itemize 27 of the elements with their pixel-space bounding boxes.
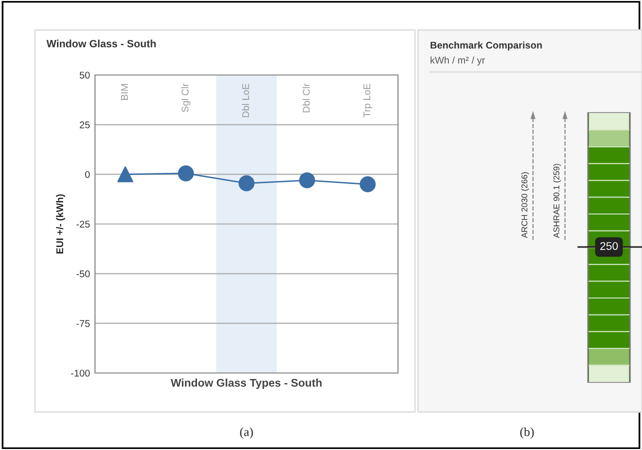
chart-title: Window Glass - South — [46, 40, 156, 48]
x-tick-label: BIM — [121, 84, 128, 100]
x-tick-label: Dbl LoE — [242, 84, 250, 118]
y-tick-label: 0 — [85, 171, 90, 178]
text: (b) — [520, 427, 534, 439]
point — [360, 176, 376, 192]
point — [117, 166, 134, 182]
y-tick-label: -25 — [76, 220, 90, 228]
point — [238, 175, 254, 192]
y-tick-label: 25 — [80, 121, 90, 128]
x-axis-title: Window Glass Types - South — [170, 378, 322, 389]
text: ARCH 2030 (266) — [521, 172, 529, 238]
text: ASHRAE 90.1 (259) — [553, 164, 561, 238]
x-tick-label: Dbl Clr — [302, 83, 310, 112]
point — [299, 172, 316, 188]
y-tick-label: -100 — [71, 370, 90, 377]
text: Benchmark Comparison — [430, 41, 542, 51]
y-tick-label: -75 — [76, 320, 90, 327]
point — [178, 165, 194, 182]
x-tick-label: Trp LoE — [364, 84, 372, 118]
y-tick-label: 50 — [80, 72, 90, 79]
text: kWh / m² / yr — [430, 56, 485, 66]
text: (a) — [240, 427, 253, 439]
x-tick-label: Sgl Clr — [181, 83, 190, 112]
y-axis-title: EUI +/- (kWh) — [56, 194, 66, 254]
y-tick-label: -50 — [76, 270, 90, 278]
text: 250 — [600, 242, 618, 250]
